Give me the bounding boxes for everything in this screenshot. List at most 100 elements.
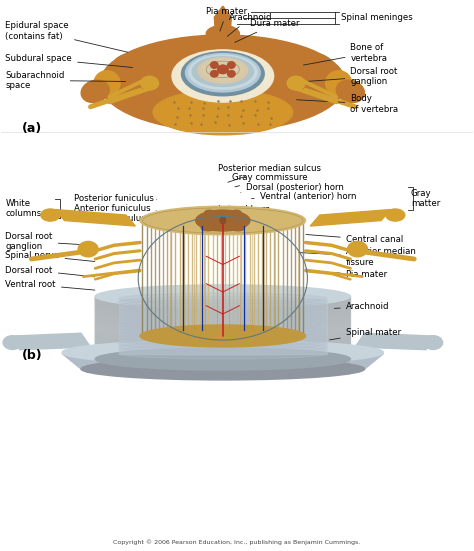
Ellipse shape [95, 308, 350, 329]
Ellipse shape [192, 57, 254, 87]
Ellipse shape [119, 306, 327, 317]
Ellipse shape [100, 35, 346, 131]
Ellipse shape [119, 348, 327, 359]
Ellipse shape [95, 345, 350, 366]
Polygon shape [15, 333, 91, 350]
Ellipse shape [95, 316, 350, 337]
Ellipse shape [189, 55, 257, 89]
Ellipse shape [202, 59, 244, 80]
Ellipse shape [237, 218, 246, 223]
Ellipse shape [140, 325, 306, 347]
Text: (b): (b) [22, 349, 43, 361]
Ellipse shape [337, 80, 365, 102]
Ellipse shape [95, 289, 350, 310]
Text: Posterior funiculus: Posterior funiculus [74, 194, 156, 203]
Ellipse shape [95, 348, 350, 370]
Ellipse shape [95, 306, 350, 327]
Ellipse shape [270, 57, 303, 87]
Ellipse shape [119, 326, 327, 337]
Ellipse shape [95, 301, 350, 322]
Text: Dorsal (posterior) horn: Dorsal (posterior) horn [241, 182, 344, 192]
Ellipse shape [95, 312, 350, 333]
Ellipse shape [119, 328, 327, 339]
Ellipse shape [95, 322, 350, 343]
Ellipse shape [95, 335, 350, 356]
Ellipse shape [95, 331, 350, 352]
Ellipse shape [119, 342, 327, 353]
Ellipse shape [95, 287, 350, 308]
Ellipse shape [95, 300, 350, 321]
Polygon shape [310, 209, 391, 226]
Ellipse shape [326, 71, 352, 95]
Ellipse shape [424, 336, 443, 349]
Ellipse shape [95, 325, 350, 345]
Text: Arachnoid: Arachnoid [334, 302, 389, 311]
Ellipse shape [119, 293, 327, 304]
Text: Copyright © 2006 Pearson Education, Inc., publishing as Benjamin Cummings.: Copyright © 2006 Pearson Education, Inc.… [113, 539, 361, 545]
Text: Gray
matter: Gray matter [411, 189, 440, 208]
Text: Spinal meninges: Spinal meninges [341, 13, 413, 22]
Ellipse shape [386, 209, 405, 221]
Ellipse shape [119, 338, 327, 349]
Ellipse shape [140, 206, 306, 235]
Ellipse shape [95, 285, 350, 308]
Ellipse shape [287, 76, 305, 90]
Text: Dorsal root: Dorsal root [5, 266, 95, 277]
Ellipse shape [95, 348, 350, 369]
Polygon shape [55, 209, 136, 226]
Ellipse shape [95, 339, 350, 360]
Text: Anterior funiculus: Anterior funiculus [74, 204, 156, 213]
Ellipse shape [95, 341, 350, 362]
Text: Lateral funiculus: Lateral funiculus [74, 214, 152, 223]
Ellipse shape [205, 210, 222, 220]
Text: Dorsal root
ganglion: Dorsal root ganglion [5, 232, 90, 251]
Ellipse shape [119, 309, 327, 320]
Text: Subarachnoid
space: Subarachnoid space [5, 71, 126, 90]
Circle shape [220, 217, 226, 224]
Text: (a): (a) [22, 122, 42, 134]
Text: Epidural space
(contains fat): Epidural space (contains fat) [5, 21, 128, 52]
Ellipse shape [95, 337, 350, 358]
Ellipse shape [95, 343, 350, 364]
Ellipse shape [95, 293, 350, 314]
Ellipse shape [218, 65, 228, 73]
Ellipse shape [95, 314, 350, 335]
Text: Arachnoid: Arachnoid [228, 13, 272, 36]
Ellipse shape [182, 52, 264, 96]
Text: Ventral root: Ventral root [5, 280, 95, 290]
Ellipse shape [119, 322, 327, 333]
Ellipse shape [300, 55, 335, 90]
Ellipse shape [225, 222, 245, 231]
Polygon shape [211, 6, 235, 39]
Text: Anterior median
fissure: Anterior median fissure [299, 247, 416, 267]
Ellipse shape [119, 312, 327, 323]
Text: Central canal: Central canal [306, 235, 403, 244]
Ellipse shape [41, 209, 60, 221]
Ellipse shape [228, 71, 235, 77]
Ellipse shape [3, 336, 22, 349]
Ellipse shape [347, 241, 367, 257]
Text: Ventral (anterior) horn: Ventral (anterior) horn [252, 192, 356, 201]
Ellipse shape [119, 332, 327, 343]
Ellipse shape [228, 62, 235, 68]
Text: Pia mater: Pia mater [206, 7, 247, 31]
Text: Pia mater: Pia mater [306, 270, 387, 279]
Ellipse shape [95, 327, 350, 348]
Ellipse shape [201, 222, 221, 231]
Ellipse shape [141, 76, 158, 90]
Ellipse shape [95, 329, 350, 350]
Polygon shape [355, 333, 431, 350]
Ellipse shape [206, 25, 239, 42]
Ellipse shape [95, 298, 350, 318]
Ellipse shape [110, 55, 146, 90]
Ellipse shape [95, 333, 350, 354]
Ellipse shape [218, 65, 228, 73]
Polygon shape [119, 299, 327, 354]
Text: Bone of
vertebra: Bone of vertebra [303, 43, 387, 65]
Text: Lateral horn: Lateral horn [218, 205, 270, 214]
Ellipse shape [198, 58, 247, 83]
Ellipse shape [62, 340, 383, 365]
Ellipse shape [81, 358, 365, 380]
Ellipse shape [210, 71, 218, 77]
Ellipse shape [172, 50, 273, 102]
